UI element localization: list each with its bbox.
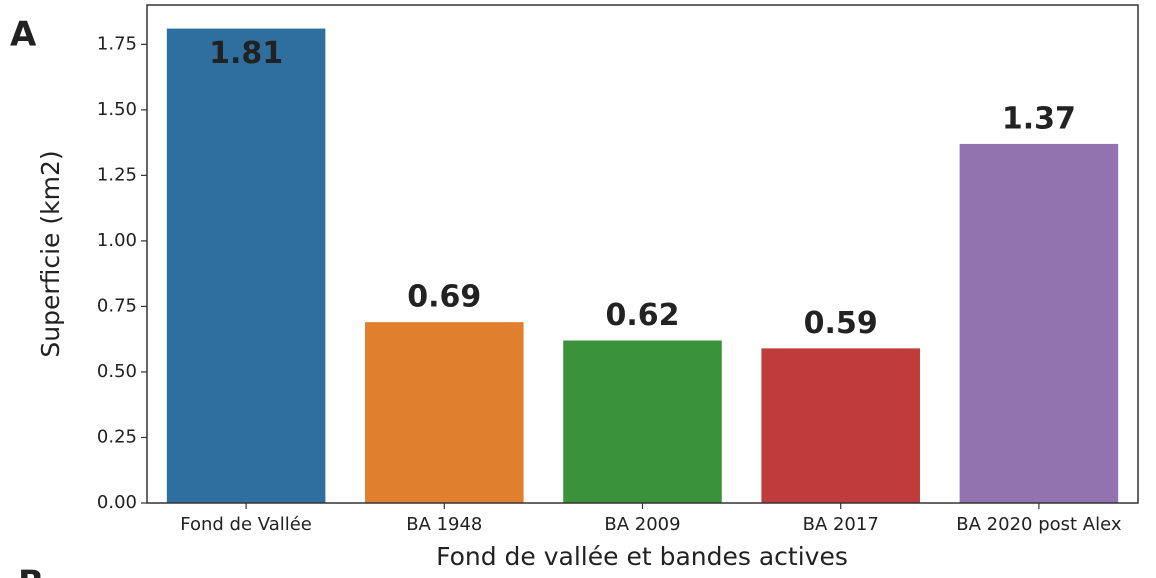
value-label: 1.37 xyxy=(1002,101,1076,136)
value-label: 1.81 xyxy=(209,36,283,71)
bar xyxy=(166,28,326,503)
bar xyxy=(365,322,524,503)
panel-label: B xyxy=(18,564,44,578)
y-tick-label: 1.00 xyxy=(97,230,137,251)
y-tick-label: 0.50 xyxy=(97,361,137,382)
panel-label: A xyxy=(10,15,37,55)
value-label: 0.69 xyxy=(407,280,481,315)
y-tick-label: 0.00 xyxy=(97,492,137,513)
value-label: 0.59 xyxy=(804,306,878,341)
x-tick-label: BA 2020 post Alex xyxy=(956,514,1122,535)
y-tick-label: 0.25 xyxy=(97,426,137,447)
y-tick-label: 1.25 xyxy=(97,164,137,185)
y-axis-label: Superficie (km2) xyxy=(36,150,65,357)
bar xyxy=(563,340,722,503)
bar xyxy=(959,143,1119,504)
bar xyxy=(761,348,920,503)
value-label: 0.62 xyxy=(605,298,679,333)
x-tick-label: BA 2017 xyxy=(803,514,879,535)
x-tick-label: BA 2009 xyxy=(604,514,680,535)
x-tick-label: Fond de Vallée xyxy=(180,514,312,535)
x-axis-label: Fond de vallée et bandes actives xyxy=(436,542,848,571)
y-tick-label: 1.75 xyxy=(97,33,137,54)
x-tick-label: BA 1948 xyxy=(406,514,482,535)
y-tick-label: 0.75 xyxy=(97,295,137,316)
plot-frame xyxy=(146,4,1139,504)
y-tick-label: 1.50 xyxy=(97,99,137,120)
